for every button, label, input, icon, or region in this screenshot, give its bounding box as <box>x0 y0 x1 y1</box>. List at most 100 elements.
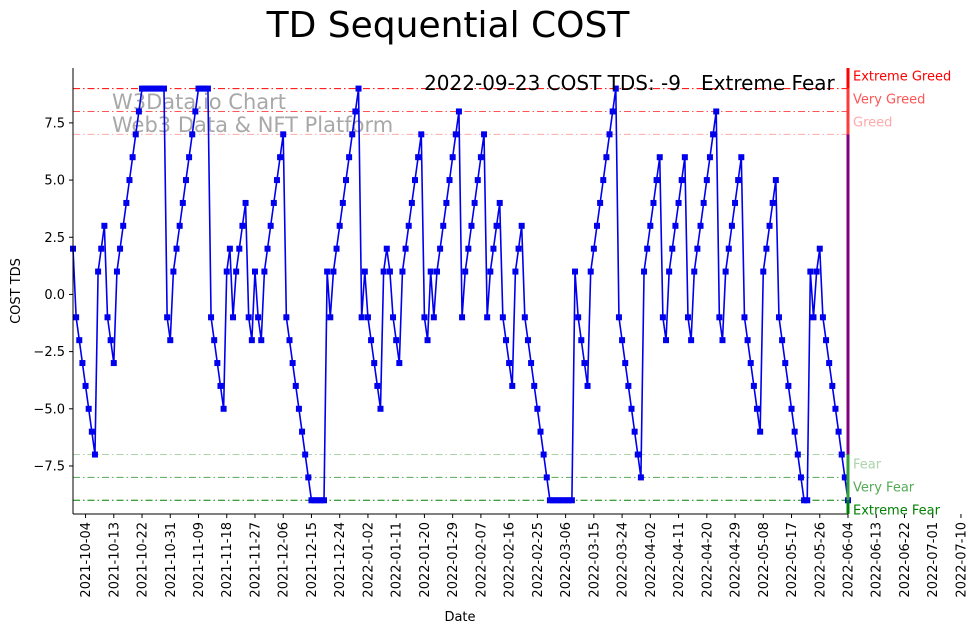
data-point <box>277 154 284 161</box>
data-point <box>286 337 293 344</box>
data-point <box>465 245 472 252</box>
data-point <box>706 154 713 161</box>
x-tick-label: 2022-05-26 <box>813 522 828 598</box>
data-point <box>132 131 139 138</box>
x-tick-label: 2021-11-09 <box>192 522 207 598</box>
watermark-line-2: Web3 Data & NFT Platform <box>112 113 393 137</box>
data-point <box>440 222 447 229</box>
data-point <box>123 199 130 206</box>
data-point <box>214 360 221 367</box>
data-point <box>390 314 397 321</box>
data-point <box>775 314 782 321</box>
data-point <box>788 405 795 412</box>
data-point <box>195 85 202 92</box>
data-point <box>346 154 353 161</box>
data-point <box>299 428 306 435</box>
data-point <box>233 268 240 275</box>
data-point <box>295 405 302 412</box>
data-point <box>418 131 425 138</box>
data-point <box>364 314 371 321</box>
data-point <box>531 382 538 389</box>
latest-value-annotation: 2022-09-23 COST TDS: -9 <box>424 71 681 95</box>
data-point <box>823 337 830 344</box>
data-point <box>481 131 488 138</box>
data-point <box>750 382 757 389</box>
data-point <box>546 497 553 504</box>
data-point <box>603 154 610 161</box>
data-point <box>462 268 469 275</box>
data-point <box>402 245 409 252</box>
x-tick-label: 2021-12-15 <box>305 522 320 598</box>
level-label-very-fear: Very Fear <box>853 480 915 495</box>
data-point <box>644 245 651 252</box>
data-point <box>738 154 745 161</box>
data-point <box>270 199 277 206</box>
data-point <box>104 314 111 321</box>
data-point <box>493 222 500 229</box>
data-point <box>107 337 114 344</box>
level-label-extreme-greed: Extreme Greed <box>853 70 951 85</box>
data-point <box>653 177 660 184</box>
data-point <box>327 314 334 321</box>
data-point <box>170 268 177 275</box>
data-point <box>88 428 95 435</box>
data-point <box>437 245 444 252</box>
data-point <box>600 177 607 184</box>
data-point <box>622 360 629 367</box>
data-point <box>543 474 550 481</box>
data-point <box>584 382 591 389</box>
data-point <box>703 177 710 184</box>
axes <box>72 68 848 515</box>
y-axis-label: COST TDS <box>9 258 24 324</box>
data-point <box>518 222 525 229</box>
data-point <box>139 85 146 92</box>
data-point <box>760 268 767 275</box>
x-tick-label: 2022-04-20 <box>700 522 715 598</box>
data-point <box>223 268 230 275</box>
x-tick-label: 2022-05-08 <box>757 522 772 598</box>
data-point <box>424 337 431 344</box>
x-axis-label: Date <box>444 610 475 625</box>
data-point <box>76 337 83 344</box>
data-point <box>590 245 597 252</box>
data-point <box>732 199 739 206</box>
data-point <box>186 154 193 161</box>
data-point <box>719 337 726 344</box>
data-point <box>779 337 786 344</box>
data-point <box>468 222 475 229</box>
data-point <box>678 177 685 184</box>
data-point <box>368 337 375 344</box>
data-point <box>490 245 497 252</box>
data-point <box>314 497 321 504</box>
series-line <box>72 87 849 502</box>
y-tick-label: 0.0 <box>44 288 65 303</box>
data-point <box>550 497 557 504</box>
data-point <box>681 154 688 161</box>
data-point <box>267 222 274 229</box>
data-point <box>95 268 102 275</box>
data-point <box>807 268 814 275</box>
x-tick-label: 2022-07-10 <box>954 522 967 598</box>
x-tick-label: 2022-03-15 <box>587 522 602 598</box>
data-point <box>198 85 205 92</box>
data-point <box>386 268 393 275</box>
x-tick-label: 2021-10-31 <box>164 522 179 598</box>
data-point <box>321 497 328 504</box>
data-point <box>562 497 569 504</box>
data-point <box>568 497 575 504</box>
data-point <box>339 199 346 206</box>
data-point <box>167 337 174 344</box>
x-tick-label: 2022-04-11 <box>672 522 687 598</box>
sentiment-segment-fear-zone <box>846 454 850 501</box>
x-tick-label: 2021-12-24 <box>333 522 348 598</box>
data-point <box>615 314 622 321</box>
data-point <box>258 337 265 344</box>
data-point <box>672 222 679 229</box>
data-point <box>189 131 196 138</box>
data-point <box>628 405 635 412</box>
data-point <box>782 360 789 367</box>
data-point <box>763 245 770 252</box>
data-point <box>659 314 666 321</box>
data-point <box>754 405 761 412</box>
data-point <box>813 268 820 275</box>
